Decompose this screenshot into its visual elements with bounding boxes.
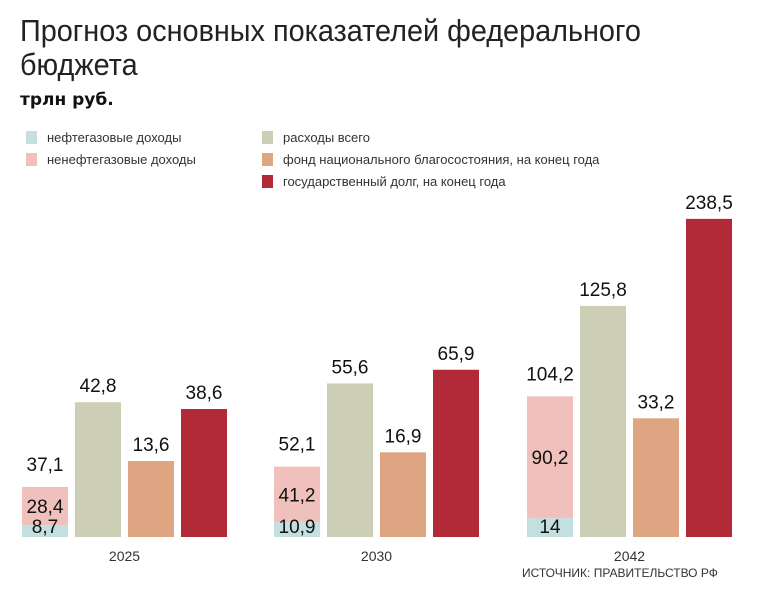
total-label: 104,2 [526,364,574,385]
data-label: 38,6 [186,383,223,404]
data-label: 16,9 [385,426,422,447]
unit-label: трлн руб. [20,90,114,110]
legend-swatch [26,131,37,144]
legend-swatch [26,153,37,166]
bar-non-oil-gas [527,396,573,519]
legend-label: расходы всего [283,130,370,145]
bar-expenses [75,402,121,537]
data-label: 41,2 [279,485,316,506]
data-label: 55,6 [332,357,369,378]
bar-oil-gas [527,518,573,537]
bar-oil-gas [274,522,320,537]
data-label: 65,9 [438,344,475,365]
total-label: 52,1 [279,435,316,456]
legend-label: государственный долг, на конец года [283,174,506,189]
data-label: 33,2 [638,392,675,413]
data-label: 10,9 [279,517,316,538]
legend-swatch [262,153,273,166]
bar-oil-gas [22,525,68,537]
legend-label: ненефтегазовые доходы [47,152,196,167]
bar-nwf [380,452,426,537]
data-label: 90,2 [532,448,569,469]
x-tick-label: 2042 [614,548,645,564]
data-label: 125,8 [579,280,627,301]
legend-label: нефтегазовые доходы [47,130,182,145]
total-label: 37,1 [27,455,64,476]
data-label: 13,6 [133,435,170,456]
data-label: 14 [539,517,561,538]
bar-debt [181,409,227,537]
bar-nwf [633,418,679,537]
data-label: 238,5 [685,193,733,214]
legend-swatch [262,175,273,188]
chart-title: Прогноз основных показателей федеральног… [20,13,641,82]
legend-item: государственный долг, на конец года [262,174,506,189]
legend-swatch [262,131,273,144]
bar-nwf [128,461,174,537]
legend-item: ненефтегазовые доходы [26,152,196,167]
x-tick-label: 2025 [109,548,140,564]
x-tick-label: 2030 [361,548,392,564]
legend-label: фонд национального благосостояния, на ко… [283,152,600,167]
data-label: 8,7 [32,517,58,538]
legend-item: нефтегазовые доходы [26,130,181,145]
bar-debt [433,369,479,537]
bar-non-oil-gas [274,466,320,523]
bar-expenses [327,383,373,537]
bar-non-oil-gas [22,486,68,526]
bar-expenses [580,305,626,537]
data-label: 42,8 [80,376,117,397]
legend-item: фонд национального благосостояния, на ко… [262,152,599,167]
legend-item: расходы всего [262,130,370,145]
data-label: 28,4 [27,497,64,518]
source-note: ИСТОЧНИК: ПРАВИТЕЛЬСТВО РФ [522,566,718,580]
bar-debt [686,218,732,537]
